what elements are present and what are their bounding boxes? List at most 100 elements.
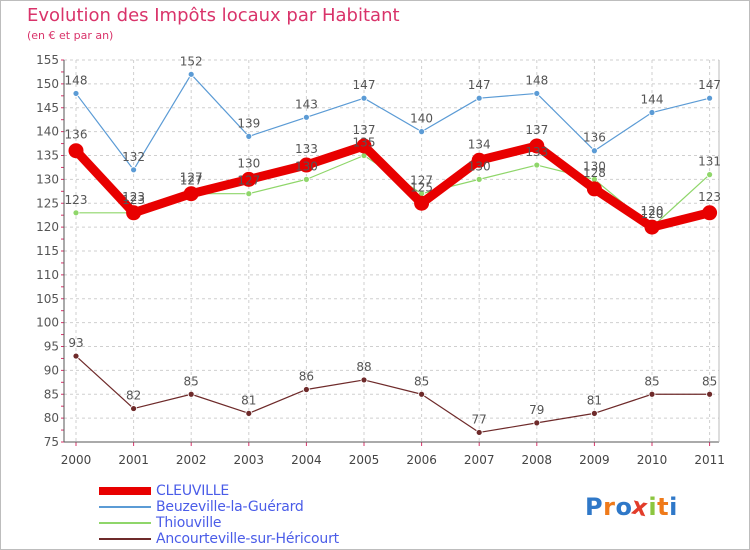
data-label: 148 [525,73,548,87]
y-tick-label: 85 [44,387,59,401]
data-label: 135 [353,136,376,150]
series-point-1 [533,90,541,97]
legend-label-thiouville: Thiouville [156,515,222,531]
data-label: 139 [237,116,260,130]
series-point-3 [72,352,80,360]
y-tick-label: 130 [36,172,59,186]
x-tick-label: 2006 [406,453,437,467]
data-label: 130 [237,156,260,170]
y-tick-label: 145 [36,101,59,115]
chart-subtitle: (en € et par an) [27,29,114,42]
y-tick-label: 140 [36,125,59,139]
series-point-3 [130,405,138,412]
y-tick-label: 80 [44,411,59,425]
series-point-2 [245,190,253,198]
logo-letter: i [669,493,678,521]
logo-letter: P [585,493,604,521]
series-point-0 [241,171,257,187]
x-tick-label: 2002 [176,453,207,467]
legend: CLEUVILLE Beuzeville-la-Guérard Thiouvil… [99,483,399,547]
series-point-0 [126,205,142,221]
data-label: 123 [698,190,721,204]
series-point-3 [360,376,368,384]
data-label: 132 [122,150,145,164]
data-label: 77 [472,412,487,426]
data-label: 85 [184,374,199,388]
x-tick-label: 2008 [522,453,553,467]
series-point-2 [706,171,713,179]
data-label: 127 [410,174,433,188]
data-label: 123 [122,193,145,207]
data-label: 82 [126,389,141,403]
x-tick-label: 2011 [694,453,725,467]
series-point-3 [302,386,310,393]
series-point-0 [68,143,84,159]
series-point-0 [414,195,430,211]
data-label: 152 [180,54,203,68]
x-tick-label: 2009 [579,453,610,467]
legend-swatch-cleuville [99,487,151,495]
data-label: 81 [241,393,256,407]
series-point-3 [245,409,253,417]
data-label: 143 [295,97,318,111]
legend-swatch-thiouville [99,522,151,524]
data-label: 134 [468,137,491,151]
series-line-0 [71,141,715,232]
series-point-1 [706,94,713,102]
y-tick-label: 120 [36,220,59,234]
x-tick-label: 2000 [61,453,92,467]
series-point-3 [706,390,713,398]
data-label: 85 [702,374,717,388]
series-point-3 [187,390,195,398]
y-tick-label: 95 [44,340,59,354]
series-point-1 [591,147,598,155]
data-label: 144 [641,93,664,107]
y-tick-label: 100 [36,316,59,330]
data-label: 88 [356,360,371,374]
data-label: 147 [698,78,721,92]
data-label: 136 [583,131,606,145]
data-label: 127 [180,171,203,185]
data-label: 93 [68,336,83,350]
x-tick-label: 2007 [464,453,495,467]
chart-title: Evolution des Impôts locaux par Habitant [27,5,400,26]
logo-letter: i [648,493,658,521]
y-tick-label: 150 [36,77,59,91]
y-tick-label: 105 [36,292,59,306]
series-point-0 [529,138,545,154]
series-point-0 [471,152,487,168]
data-label: 81 [587,393,602,407]
series-point-0 [356,138,372,154]
x-tick-label: 2005 [349,453,380,467]
data-label: 125 [410,180,433,194]
data-label: 147 [468,78,491,92]
series-point-2 [533,161,541,169]
data-label: 137 [525,123,548,137]
x-tick-label: 2010 [637,453,668,467]
series-point-1 [187,70,195,78]
series-line-1 [75,73,711,171]
series-point-3 [418,390,426,398]
data-label: 140 [410,112,433,126]
data-label: 147 [353,78,376,92]
data-label: 136 [65,128,88,142]
data-label: 130 [295,159,318,173]
series-point-0 [298,157,314,173]
legend-item-beuzeville: Beuzeville-la-Guérard [99,499,399,515]
series-point-1 [418,128,426,136]
data-label: 123 [122,190,145,204]
legend-label-cleuville: CLEUVILLE [156,483,230,499]
series-point-2 [302,175,310,183]
y-tick-label: 90 [44,363,59,377]
legend-swatch-beuzeville [99,506,151,508]
data-label: 137 [353,123,376,137]
data-label: 86 [299,369,314,383]
series-point-1 [130,166,138,174]
data-label: 130 [583,159,606,173]
data-label: 128 [583,166,606,180]
series-point-1 [245,132,253,140]
series-point-0 [644,219,660,235]
series-point-2 [72,209,80,217]
